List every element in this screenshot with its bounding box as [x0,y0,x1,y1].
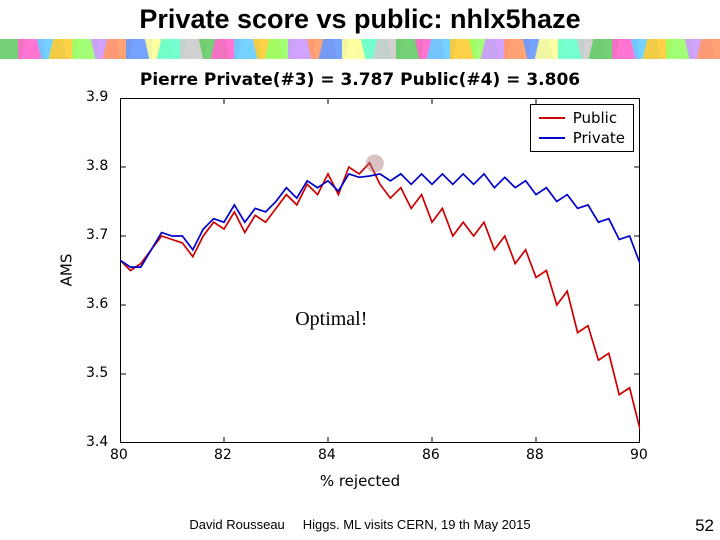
legend-label: Public [573,109,617,127]
legend-item: Public [533,108,631,128]
footer: David Rousseau Higgs. ML visits CERN, 19 … [0,517,720,532]
plot-area: 808284868890 3.43.53.63.73.83.9 PublicPr… [120,98,640,443]
chart: Pierre Private(#3) = 3.787 Public(#4) = … [60,70,660,490]
slide-title: Private score vs public: nhlx5haze [0,4,720,35]
annotation-optimal: Optimal! [295,308,367,331]
optimal-marker [366,155,384,173]
legend-swatch [539,137,565,139]
footer-author: David Rousseau [189,517,284,532]
legend: Public Private [530,104,634,152]
page-number: 52 [695,516,714,536]
y-tick: 3.9 [86,89,112,105]
y-tick: 3.4 [86,434,112,450]
y-tick: 3.7 [86,227,112,243]
y-tick: 3.6 [86,296,112,312]
slide: Private score vs public: nhlx5haze Pierr… [0,0,720,540]
y-tick: 3.8 [86,158,112,174]
x-tick: 88 [526,447,544,463]
x-tick: 80 [110,447,128,463]
x-axis-label: % rejected [60,472,660,490]
decorative-banner [0,36,720,62]
legend-swatch [539,117,565,119]
x-tick: 84 [318,447,336,463]
chart-title: Pierre Private(#3) = 3.787 Public(#4) = … [60,70,660,90]
x-tick: 82 [214,447,232,463]
x-tick: 86 [422,447,440,463]
legend-label: Private [573,129,625,147]
y-axis-label: AMS [57,254,75,287]
x-tick: 90 [630,447,648,463]
footer-event: Higgs. ML visits CERN, 19 th May 2015 [303,517,531,532]
y-tick: 3.5 [86,365,112,381]
legend-item: Private [533,128,631,148]
